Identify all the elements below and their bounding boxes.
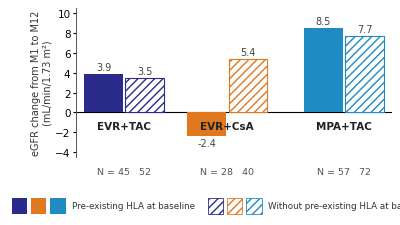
Text: 5.4: 5.4 bbox=[240, 47, 256, 58]
Bar bbox=[345, 37, 384, 113]
Text: N = 28   40: N = 28 40 bbox=[200, 168, 254, 177]
Bar bbox=[208, 198, 223, 214]
Bar bbox=[126, 78, 164, 113]
Text: 3.9: 3.9 bbox=[96, 62, 111, 72]
Text: EVR+TAC: EVR+TAC bbox=[97, 121, 151, 131]
Text: N = 45   52: N = 45 52 bbox=[97, 168, 151, 177]
Bar bbox=[228, 59, 267, 113]
Text: -2.4: -2.4 bbox=[197, 139, 216, 149]
Bar bbox=[304, 29, 342, 113]
Bar bbox=[31, 198, 46, 214]
Bar bbox=[227, 198, 242, 214]
Bar bbox=[345, 37, 384, 113]
Bar bbox=[246, 198, 262, 214]
Bar bbox=[187, 113, 226, 137]
Bar bbox=[126, 78, 164, 113]
Bar bbox=[50, 198, 66, 214]
Y-axis label: eGFR change from M1 to M12
(mL/min/1.73 m²): eGFR change from M1 to M12 (mL/min/1.73 … bbox=[31, 11, 52, 156]
Text: Pre-existing HLA at baseline: Pre-existing HLA at baseline bbox=[72, 201, 194, 210]
Text: N = 57   72: N = 57 72 bbox=[317, 168, 371, 177]
Bar bbox=[208, 198, 223, 214]
Text: Without pre-existing HLA at baseline: Without pre-existing HLA at baseline bbox=[268, 201, 400, 210]
Bar bbox=[12, 198, 27, 214]
Bar bbox=[227, 198, 242, 214]
Bar bbox=[246, 198, 262, 214]
Text: MPA+TAC: MPA+TAC bbox=[316, 121, 372, 131]
Text: 8.5: 8.5 bbox=[316, 17, 331, 27]
Bar bbox=[84, 74, 123, 113]
Text: 3.5: 3.5 bbox=[137, 66, 152, 76]
Text: 7.7: 7.7 bbox=[357, 25, 372, 35]
Text: EVR+CsA: EVR+CsA bbox=[200, 121, 254, 131]
Bar bbox=[228, 59, 267, 113]
